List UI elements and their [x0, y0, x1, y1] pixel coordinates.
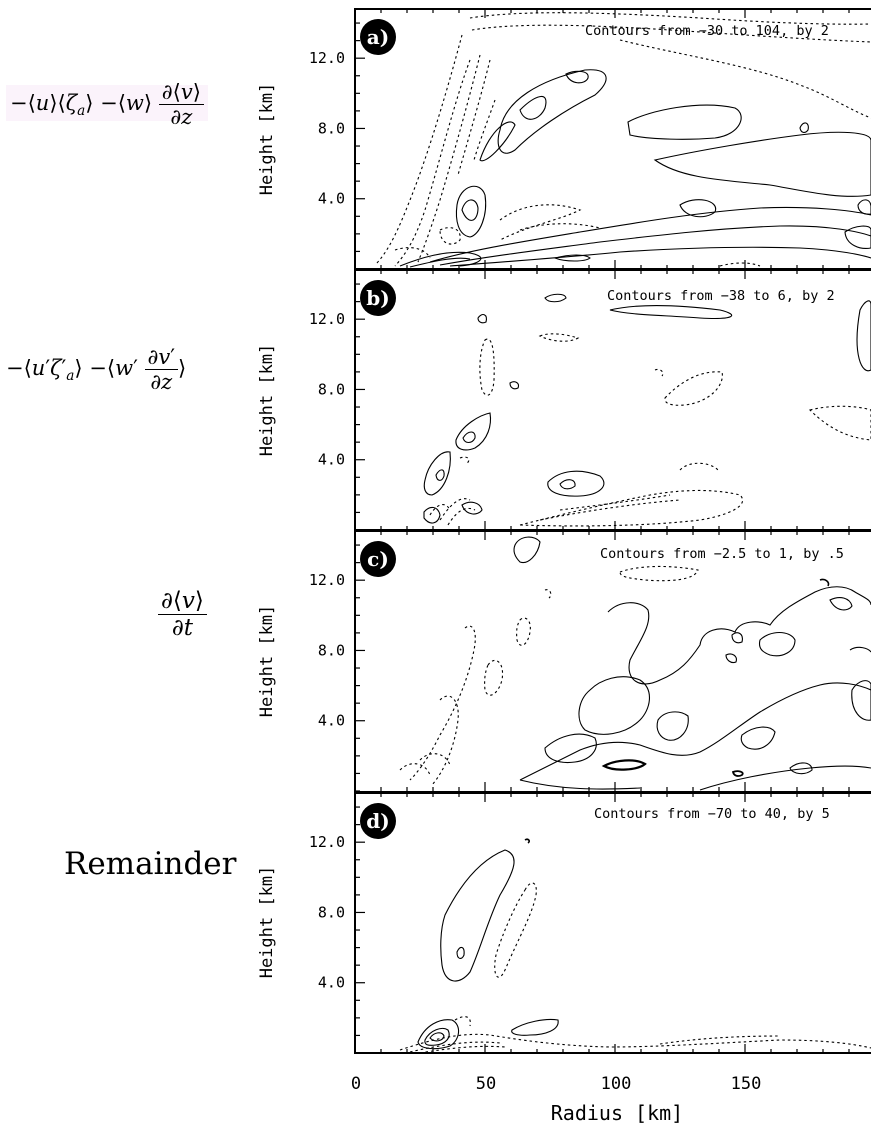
panel-d-solid-contours — [417, 838, 559, 1050]
panel-c-solid-contours — [513, 536, 871, 791]
ytick-label-c-0: 4.0 — [318, 712, 345, 730]
xlabel: Radius [km] — [551, 1101, 683, 1125]
ytick-label-d-0: 4.0 — [318, 974, 345, 992]
ytick-label-b-1: 8.0 — [318, 380, 345, 398]
annotation-a: Contours from −30 to 104, by 2 — [585, 23, 829, 39]
ylabel-a: Height [km] — [257, 83, 277, 196]
panel-d-badge — [360, 803, 396, 839]
panel-c-dashed-contours — [399, 565, 699, 786]
ytick-label-b-2: 12.0 — [309, 310, 345, 328]
panel-d-dashed-contours — [399, 882, 871, 1054]
ytick-label-b-0: 4.0 — [318, 451, 345, 469]
panel-a-dashed-contours — [374, 12, 871, 267]
panel-c-label: c) — [367, 547, 389, 571]
label-advection-mean: −⟨u⟩⟨ζa⟩ −⟨w⟩ ∂⟨v⟩ ∂z — [6, 80, 208, 129]
xtick-150: 150 — [731, 1074, 762, 1094]
panel-c-badge — [360, 541, 396, 577]
ylabel-d: Height [km] — [257, 866, 277, 979]
panel-a-badge — [360, 19, 396, 55]
panel-a-label: a) — [367, 25, 389, 49]
ytick-label-d-2: 12.0 — [309, 833, 345, 851]
xtick-100: 100 — [601, 1074, 632, 1094]
panel-a-solid-contours — [399, 69, 871, 268]
panel-c-frame — [354, 530, 871, 793]
ytick-label-c-2: 12.0 — [309, 571, 345, 589]
ytick-label-a-1: 8.0 — [318, 119, 345, 137]
xtick-50: 50 — [476, 1074, 496, 1094]
xtick-0: 0 — [351, 1074, 361, 1094]
panel-b-dashed-contours — [429, 333, 871, 527]
ytick-label-c-1: 8.0 — [318, 641, 345, 659]
label-tendency: ∂⟨v⟩ ∂t — [158, 588, 207, 642]
panel-d-frame — [354, 792, 871, 1054]
ytick-label-a-0: 4.0 — [318, 190, 345, 208]
panel-a-frame — [354, 8, 871, 270]
panel-b-solid-contours — [423, 293, 871, 524]
ytick-label-a-2: 12.0 — [309, 49, 345, 67]
ylabel-b: Height [km] — [257, 344, 277, 457]
panel-d-label: d) — [366, 809, 389, 833]
annotation-b: Contours from −38 to 6, by 2 — [607, 288, 835, 304]
label-remainder: Remainder — [64, 846, 237, 882]
label-eddy-term: −⟨u′ζ′a⟩ −⟨w′ ∂v′ ∂z ⟩ — [6, 345, 187, 395]
annotation-d: Contours from −70 to 40, by 5 — [594, 806, 830, 822]
ylabel-c: Height [km] — [257, 605, 277, 718]
panel-b-badge — [360, 280, 396, 316]
panel-b-label: b) — [366, 286, 389, 310]
annotation-c: Contours from −2.5 to 1, by .5 — [600, 546, 844, 562]
ytick-label-d-1: 8.0 — [318, 903, 345, 921]
